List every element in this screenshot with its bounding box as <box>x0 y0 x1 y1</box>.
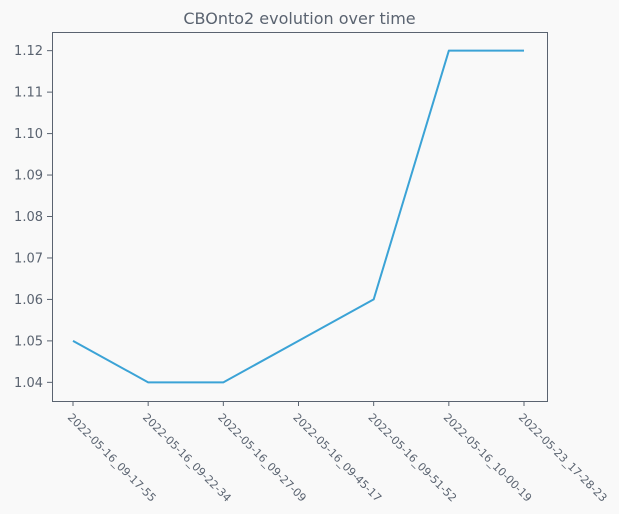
y-axis: 1.04 1.05 1.06 1.07 1.08 1.09 1.10 1.11 1.12 <box>14 44 52 391</box>
series-line <box>72 49 524 384</box>
series-layer <box>72 49 524 384</box>
x-axis: 2022-05-16_09-17-552022-05-16_09-22-3420… <box>65 401 609 505</box>
x-tick-label: 2022-05-16_09-17-55 <box>65 411 159 505</box>
y-tick-label: 1.10 <box>14 127 43 142</box>
plot-area <box>52 32 547 401</box>
y-tick-label: 1.04 <box>14 376 43 391</box>
y-tick-label: 1.12 <box>14 44 43 59</box>
y-tick-label: 1.09 <box>14 169 43 184</box>
y-tick-label: 1.11 <box>14 86 43 101</box>
y-tick-label: 1.06 <box>14 293 43 308</box>
chart-title: CBOnto2 evolution over time <box>183 9 415 28</box>
plot-frame <box>52 32 548 402</box>
y-tick-label: 1.07 <box>14 251 43 266</box>
y-tick-label: 1.05 <box>14 334 43 349</box>
y-tick-label: 1.08 <box>14 210 43 225</box>
